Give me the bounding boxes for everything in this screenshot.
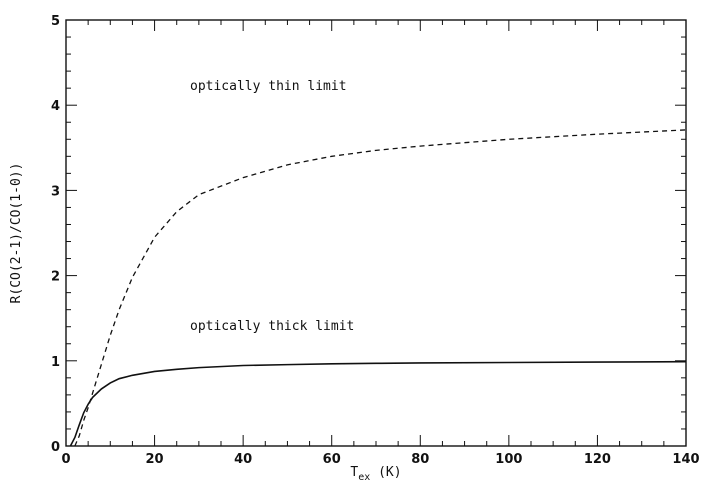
x-tick-label: 20 (146, 452, 164, 467)
series-line-thick-limit (69, 360, 687, 447)
x-axis-label-main: T (350, 465, 358, 480)
annotation-thick: optically thick limit (190, 319, 354, 334)
annotation-thin: optically thin limit (190, 79, 347, 94)
plot-frame (65, 19, 687, 447)
x-axis-label: Tex (K) (350, 465, 401, 482)
x-tick-label: 120 (584, 452, 611, 467)
x-tick-label: 40 (234, 452, 252, 467)
y-tick-label: 1 (51, 355, 60, 370)
y-tick-label: 3 (51, 184, 60, 199)
x-tick-label: 100 (495, 452, 522, 467)
y-tick-label: 4 (51, 99, 60, 114)
x-axis-label-unit: (K) (370, 465, 401, 480)
x-tick-label: 80 (411, 452, 429, 467)
y-tick-label: 2 (51, 270, 60, 285)
y-tick-label: 5 (51, 14, 60, 29)
x-tick-label: 60 (323, 452, 341, 467)
x-tick-label: 0 (61, 452, 70, 467)
x-axis-label-sub: ex (358, 472, 370, 482)
series-line-thin-limit (74, 129, 687, 447)
y-tick-label: 0 (51, 440, 60, 455)
y-axis-label: R(CO(2-1)/CO(1-0)) (9, 163, 24, 304)
x-tick-label: 140 (672, 452, 699, 467)
